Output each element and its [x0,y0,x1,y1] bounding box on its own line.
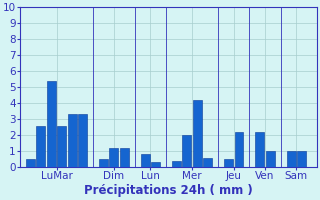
Bar [255,132,264,167]
Bar [26,159,35,167]
Bar [287,151,296,167]
Bar [47,81,56,167]
Bar [141,154,150,167]
Bar [193,100,202,167]
Bar [151,162,160,167]
Bar [99,159,108,167]
Bar [224,159,233,167]
X-axis label: Précipitations 24h ( mm ): Précipitations 24h ( mm ) [84,184,253,197]
Bar [235,132,244,167]
Bar [266,151,275,167]
Bar [36,126,45,167]
Bar [203,158,212,167]
Bar [68,114,76,167]
Bar [109,148,118,167]
Bar [297,151,306,167]
Bar [120,148,129,167]
Bar [172,161,181,167]
Bar [78,114,87,167]
Bar [57,126,66,167]
Bar [182,135,191,167]
